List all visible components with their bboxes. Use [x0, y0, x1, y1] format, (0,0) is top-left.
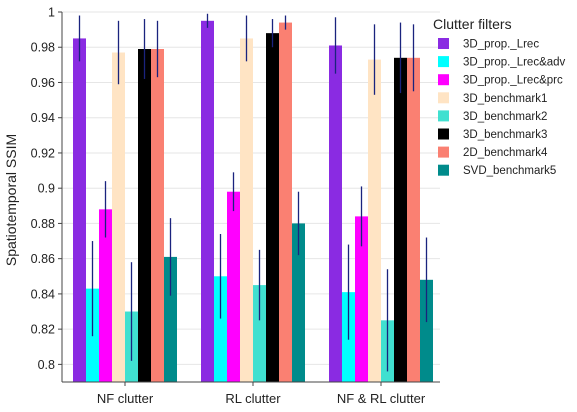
legend-item-label: 3D_prop._Lrec	[463, 39, 539, 51]
y-tick-label: 0.84	[31, 287, 55, 301]
bar	[355, 216, 368, 382]
legend-item-label: 3D_benchmark1	[463, 93, 547, 105]
legend-swatch	[438, 74, 449, 86]
x-tick-label: NF & RL clutter	[337, 391, 426, 406]
bar	[214, 276, 227, 382]
legend-swatch	[438, 110, 449, 122]
y-tick-label: 0.88	[31, 217, 55, 231]
legend-item-label: 3D_prop._Lrec&prc	[463, 75, 563, 87]
bar	[240, 38, 253, 383]
legend-item-label: 2D_benchmark4	[463, 147, 548, 159]
y-tick-label: 0.9	[38, 182, 55, 196]
bar	[227, 191, 240, 382]
x-tick-label: RL clutter	[225, 391, 281, 406]
x-axis: NF clutter RL clutter NF & RL clutter	[62, 381, 440, 406]
y-axis-label: Spatiotemporal SSIM	[3, 134, 19, 266]
bar	[329, 45, 342, 382]
x-tick-label: NF clutter	[97, 391, 154, 406]
bar	[201, 20, 214, 383]
y-tick-label: 0.8	[38, 358, 55, 372]
bar	[138, 49, 151, 382]
bar	[73, 38, 86, 383]
bar	[164, 256, 177, 382]
legend-swatch	[438, 92, 449, 104]
bar	[407, 57, 420, 383]
legend-swatch	[438, 146, 449, 158]
y-tick-label: 0.94	[31, 111, 55, 125]
y-tick-label: 1	[48, 6, 55, 20]
bar	[368, 59, 381, 382]
legend-swatch	[438, 128, 449, 140]
legend-title: Clutter filters	[433, 16, 512, 32]
y-tick-label: 0.92	[31, 146, 55, 160]
bar	[279, 22, 292, 382]
legend-swatch	[438, 164, 449, 176]
legend-swatch	[438, 38, 449, 49]
legend-item-label: 3D_prop._Lrec&adv	[463, 57, 566, 69]
bars	[73, 20, 433, 383]
y-tick-label: 0.98	[31, 41, 55, 55]
legend: Clutter filters 3D_prop._Lrec 3D_prop._Lr…	[433, 16, 566, 177]
bar	[420, 279, 433, 382]
y-axis: 0.8 0.82 0.84 0.86 0.88 0.9 0.92 0.94 0.96 0.98 1	[31, 6, 63, 382]
bar	[394, 57, 407, 383]
legend-swatch	[438, 56, 449, 68]
legend-item-label: 3D_benchmark2	[463, 111, 547, 123]
y-tick-label: 0.96	[31, 76, 55, 90]
error-bars	[78, 13, 428, 372]
bar	[99, 209, 112, 382]
bar	[292, 223, 305, 382]
legend-item-label: 3D_benchmark3	[463, 129, 547, 141]
bar	[151, 49, 164, 382]
y-tick-label: 0.82	[31, 323, 55, 337]
bar	[112, 52, 125, 383]
legend-item-label: SVD_benchmark5	[463, 165, 556, 177]
bar	[253, 285, 266, 382]
bar	[266, 33, 279, 383]
y-tick-label: 0.86	[31, 252, 55, 266]
